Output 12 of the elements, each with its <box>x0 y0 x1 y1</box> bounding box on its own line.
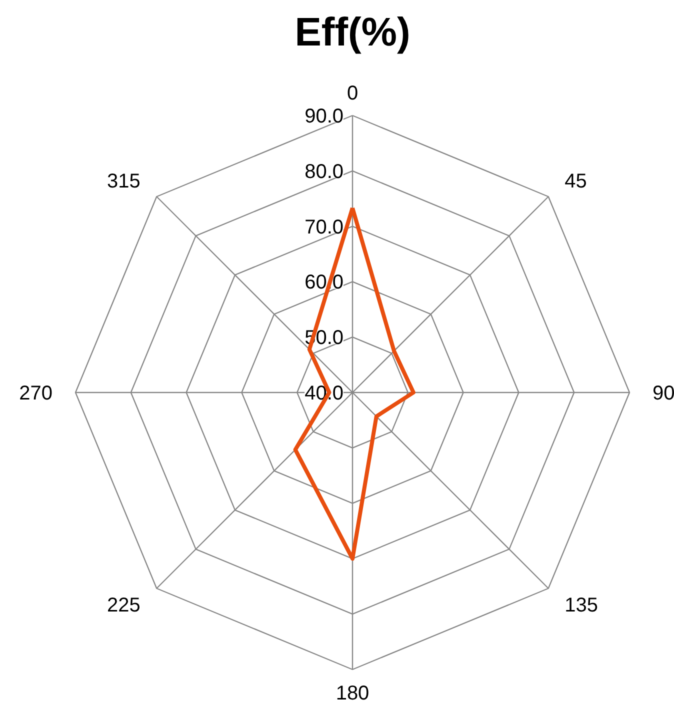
spoke-label: 180 <box>336 682 370 704</box>
spoke-label: 135 <box>564 594 598 617</box>
spoke-label: 90 <box>652 382 674 404</box>
spoke-label: 0 <box>346 82 358 104</box>
y-tick-label: 80.0 <box>304 160 344 183</box>
chart-title: Eff(%) <box>294 10 410 54</box>
spoke-label: 45 <box>564 170 587 192</box>
spoke-label: 225 <box>107 594 140 617</box>
spoke-label: 270 <box>19 382 53 404</box>
y-tick-label: 70.0 <box>304 216 344 238</box>
y-tick-label: 90.0 <box>304 106 344 128</box>
spoke-label: 315 <box>107 170 140 192</box>
